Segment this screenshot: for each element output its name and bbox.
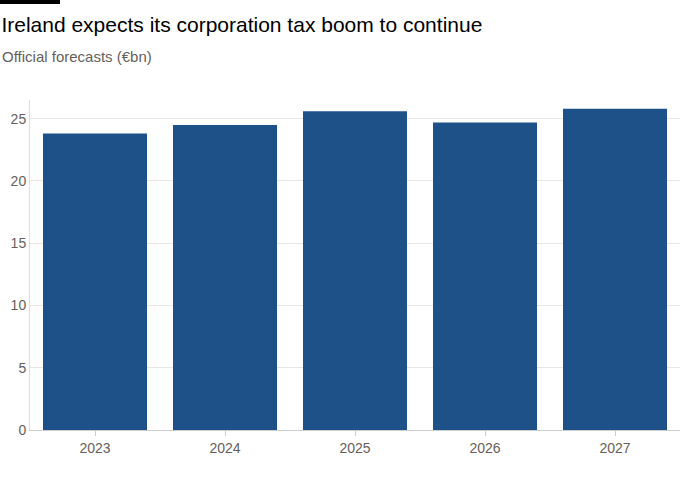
svg-text:2024: 2024 xyxy=(209,440,240,456)
svg-text:5: 5 xyxy=(18,360,26,376)
svg-text:2026: 2026 xyxy=(469,440,500,456)
svg-text:20: 20 xyxy=(11,173,27,189)
svg-text:2025: 2025 xyxy=(339,440,370,456)
svg-text:2023: 2023 xyxy=(79,440,110,456)
svg-text:2027: 2027 xyxy=(599,440,630,456)
svg-text:25: 25 xyxy=(11,111,27,127)
svg-text:Ireland expects its corporatio: Ireland expects its corporation tax boom… xyxy=(1,13,482,36)
svg-text:10: 10 xyxy=(11,297,27,313)
svg-text:0: 0 xyxy=(18,422,26,438)
svg-text:15: 15 xyxy=(11,235,27,251)
svg-text:Official forecasts (€bn): Official forecasts (€bn) xyxy=(2,48,152,65)
